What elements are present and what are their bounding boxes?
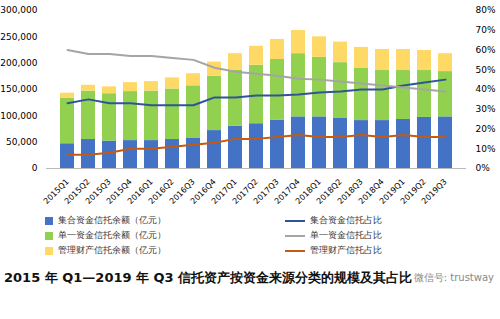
svg-text:100,000: 100,000 [0,111,37,121]
svg-text:80%: 80% [476,5,496,15]
svg-text:2018Q4: 2018Q4 [356,177,386,206]
svg-text:60%: 60% [476,45,496,55]
svg-text:2016Q1: 2016Q1 [125,177,155,206]
svg-text:250,000: 250,000 [0,32,37,42]
html-text:管理财产信托占比: 管理财产信托占比 [310,245,382,255]
svg-text:2018Q1: 2018Q1 [293,177,323,206]
svg-text:2017Q4: 2017Q4 [272,177,302,206]
svg-text:2017Q1: 2017Q1 [209,177,239,206]
svg-text:50,000: 50,000 [6,137,38,147]
svg-text:300,000: 300,000 [0,5,37,15]
svg-text:2015Q4: 2015Q4 [104,177,134,206]
svg-text:2017Q3: 2017Q3 [251,177,281,206]
svg-text:2019Q3: 2019Q3 [420,177,449,206]
html-text:集合资金信托余额（亿元）: 集合资金信托余额（亿元） [58,215,166,225]
svg-text:0: 0 [32,163,38,173]
svg-text:10%: 10% [476,144,496,154]
svg-text:2016Q3: 2016Q3 [167,177,197,206]
svg-text:150,000: 150,000 [0,84,37,94]
svg-text:2018Q2: 2018Q2 [314,177,344,206]
svg-text:20%: 20% [476,124,496,134]
svg-text:30%: 30% [476,104,496,114]
svg-text:50%: 50% [476,65,496,75]
svg-text:2015Q1: 2015Q1 [41,177,71,206]
html-text:管理财产信托余额（亿元）: 管理财产信托余额（亿元） [58,245,166,255]
html-text:单一资金信托余额（亿元）: 单一资金信托余额（亿元） [58,230,166,240]
svg-text:70%: 70% [476,25,496,35]
svg-text:2016Q2: 2016Q2 [146,177,176,206]
svg-text:0%: 0% [476,163,491,173]
svg-text:2015Q3: 2015Q3 [83,177,113,206]
svg-text:2019Q2: 2019Q2 [398,177,428,206]
html-text:集合资金信托占比: 集合资金信托占比 [310,215,382,225]
svg-text:2017Q2: 2017Q2 [230,177,260,206]
svg-text:2016Q4: 2016Q4 [188,177,218,206]
svg-text:2015Q2: 2015Q2 [62,177,92,206]
svg-text:2018Q3: 2018Q3 [335,177,365,206]
svg-text:200,000: 200,000 [0,58,37,68]
svg-text:40%: 40% [476,84,496,94]
html-text:2015 年 Q1—2019 年 Q3 信托资产按资金来源分: 2015 年 Q1—2019 年 Q3 信托资产按资金来源分类的规模及其占比微信… [4,270,494,285]
svg-text:2019Q1: 2019Q1 [377,177,407,206]
html-text:单一资金信托占比: 单一资金信托占比 [310,230,382,240]
